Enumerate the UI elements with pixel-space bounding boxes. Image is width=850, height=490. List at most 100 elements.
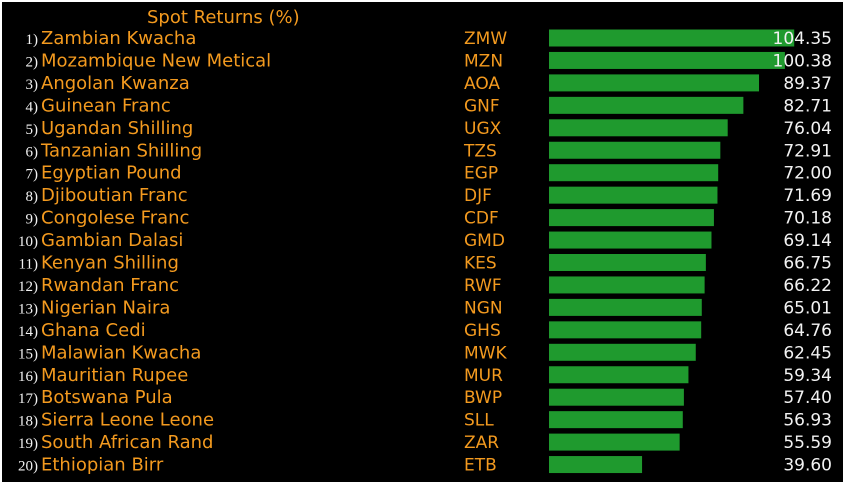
row-currency-code: UGX bbox=[464, 119, 502, 139]
bar bbox=[549, 276, 705, 294]
bar bbox=[549, 164, 719, 182]
row-currency-code: BWP bbox=[464, 388, 502, 408]
row-rank: 15) bbox=[18, 346, 38, 362]
bar bbox=[549, 433, 680, 451]
bar-value-label: 66.22 bbox=[783, 276, 832, 296]
bar-value-label: 59.34 bbox=[783, 366, 832, 386]
row-rank: 9) bbox=[26, 212, 39, 228]
row-rank: 11) bbox=[19, 257, 38, 273]
bar bbox=[549, 388, 684, 406]
row-currency-name: Mauritian Rupee bbox=[41, 365, 188, 386]
bar-value-label: 66.75 bbox=[783, 254, 832, 274]
bar bbox=[549, 321, 702, 339]
row-currency-code: GNF bbox=[464, 96, 500, 116]
bar-value-label: 57.40 bbox=[783, 388, 832, 408]
bar bbox=[549, 343, 696, 361]
row-currency-name: Angolan Kwanza bbox=[41, 73, 190, 94]
row-rank: 18) bbox=[18, 414, 38, 430]
bar-value-label: 104.35 bbox=[773, 29, 832, 49]
bar-value-label: 100.38 bbox=[773, 51, 832, 71]
row-currency-name: Congolese Franc bbox=[41, 208, 189, 229]
row-currency-name: Ghana Cedi bbox=[41, 320, 146, 341]
row-currency-code: EGP bbox=[464, 164, 498, 184]
row-rank: 10) bbox=[18, 234, 38, 250]
bar bbox=[549, 29, 795, 47]
row-currency-code: MWK bbox=[464, 343, 507, 363]
row-rank: 17) bbox=[18, 391, 38, 407]
row-rank: 13) bbox=[18, 301, 38, 317]
row-currency-code: RWF bbox=[464, 276, 502, 296]
row-rank: 20) bbox=[18, 459, 38, 475]
row-currency-name: Mozambique New Metical bbox=[41, 50, 271, 71]
bar bbox=[549, 411, 683, 429]
row-currency-code: TZS bbox=[463, 141, 497, 161]
bar-value-label: 62.45 bbox=[783, 343, 832, 363]
spot-returns-chart: Spot Returns (%) 1) Zambian Kwacha ZMW 104.… bbox=[18, 7, 832, 476]
row-currency-name: Nigerian Naira bbox=[41, 297, 170, 318]
row-currency-name: Zambian Kwacha bbox=[41, 28, 196, 49]
bar bbox=[549, 186, 718, 204]
row-rank: 6) bbox=[26, 144, 39, 160]
row-currency-name: Kenyan Shilling bbox=[41, 253, 179, 274]
bar-value-label: 64.76 bbox=[783, 321, 832, 341]
row-rank: 14) bbox=[18, 324, 38, 340]
row-currency-code: ZAR bbox=[464, 433, 499, 453]
row-rank: 1) bbox=[26, 32, 39, 48]
row-currency-name: Malawian Kwacha bbox=[41, 342, 201, 363]
row-currency-code: AOA bbox=[464, 74, 500, 94]
bar-value-label: 70.18 bbox=[783, 209, 832, 229]
bar-value-label: 89.37 bbox=[783, 74, 832, 94]
bar-value-label: 72.00 bbox=[783, 164, 832, 184]
bar bbox=[549, 456, 643, 474]
bar-value-label: 82.71 bbox=[783, 96, 832, 116]
row-rank: 7) bbox=[26, 167, 39, 183]
chart-rows: 1) Zambian Kwacha ZMW 104.35 2) Mozambique Ne… bbox=[18, 28, 832, 476]
row-currency-name: Ethiopian Birr bbox=[41, 455, 164, 476]
bar bbox=[549, 96, 744, 114]
bar bbox=[549, 74, 760, 92]
row-currency-name: Guinean Franc bbox=[41, 95, 171, 116]
row-currency-code: SLL bbox=[464, 411, 494, 431]
row-currency-code: NGN bbox=[464, 298, 503, 318]
chart-title: Spot Returns (%) bbox=[147, 7, 300, 28]
bar-value-label: 39.60 bbox=[783, 456, 832, 476]
row-currency-name: Egyptian Pound bbox=[41, 163, 182, 184]
bar-value-label: 69.14 bbox=[783, 231, 832, 251]
row-currency-name: Botswana Pula bbox=[41, 387, 173, 408]
bar bbox=[549, 298, 702, 316]
bar bbox=[549, 51, 785, 69]
row-currency-code: GMD bbox=[464, 231, 505, 251]
bar bbox=[549, 209, 714, 227]
row-currency-code: GHS bbox=[464, 321, 501, 341]
row-currency-code: ZMW bbox=[464, 29, 507, 49]
chart-panel: Spot Returns (%) 1) Zambian Kwacha ZMW 104.… bbox=[2, 2, 843, 482]
bar bbox=[549, 141, 721, 159]
bar-value-label: 65.01 bbox=[783, 298, 832, 318]
row-currency-name: South African Rand bbox=[41, 432, 213, 453]
row-currency-code: DJF bbox=[464, 186, 492, 206]
row-currency-code: KES bbox=[464, 254, 497, 274]
bar bbox=[549, 254, 706, 271]
bar-value-label: 76.04 bbox=[783, 119, 832, 139]
row-rank: 2) bbox=[26, 54, 39, 70]
row-currency-name: Djiboutian Franc bbox=[41, 185, 188, 206]
row-currency-code: MZN bbox=[464, 51, 503, 71]
row-rank: 4) bbox=[26, 99, 39, 115]
row-currency-code: ETB bbox=[464, 456, 497, 476]
bar-value-label: 72.91 bbox=[783, 141, 832, 161]
bar bbox=[549, 231, 712, 249]
bar-value-label: 71.69 bbox=[783, 186, 832, 206]
row-rank: 19) bbox=[18, 436, 38, 452]
row-currency-name: Gambian Dalasi bbox=[41, 230, 183, 251]
bar bbox=[549, 366, 689, 384]
row-currency-name: Tanzanian Shilling bbox=[40, 140, 202, 161]
row-rank: 12) bbox=[18, 279, 38, 295]
row-rank: 8) bbox=[26, 189, 39, 205]
row-currency-code: MUR bbox=[464, 366, 503, 386]
row-rank: 16) bbox=[18, 369, 38, 385]
bar-value-label: 56.93 bbox=[783, 411, 832, 431]
bar bbox=[549, 119, 728, 137]
row-rank: 5) bbox=[26, 122, 39, 138]
row-currency-code: CDF bbox=[464, 209, 499, 229]
row-currency-name: Sierra Leone Leone bbox=[41, 410, 214, 431]
